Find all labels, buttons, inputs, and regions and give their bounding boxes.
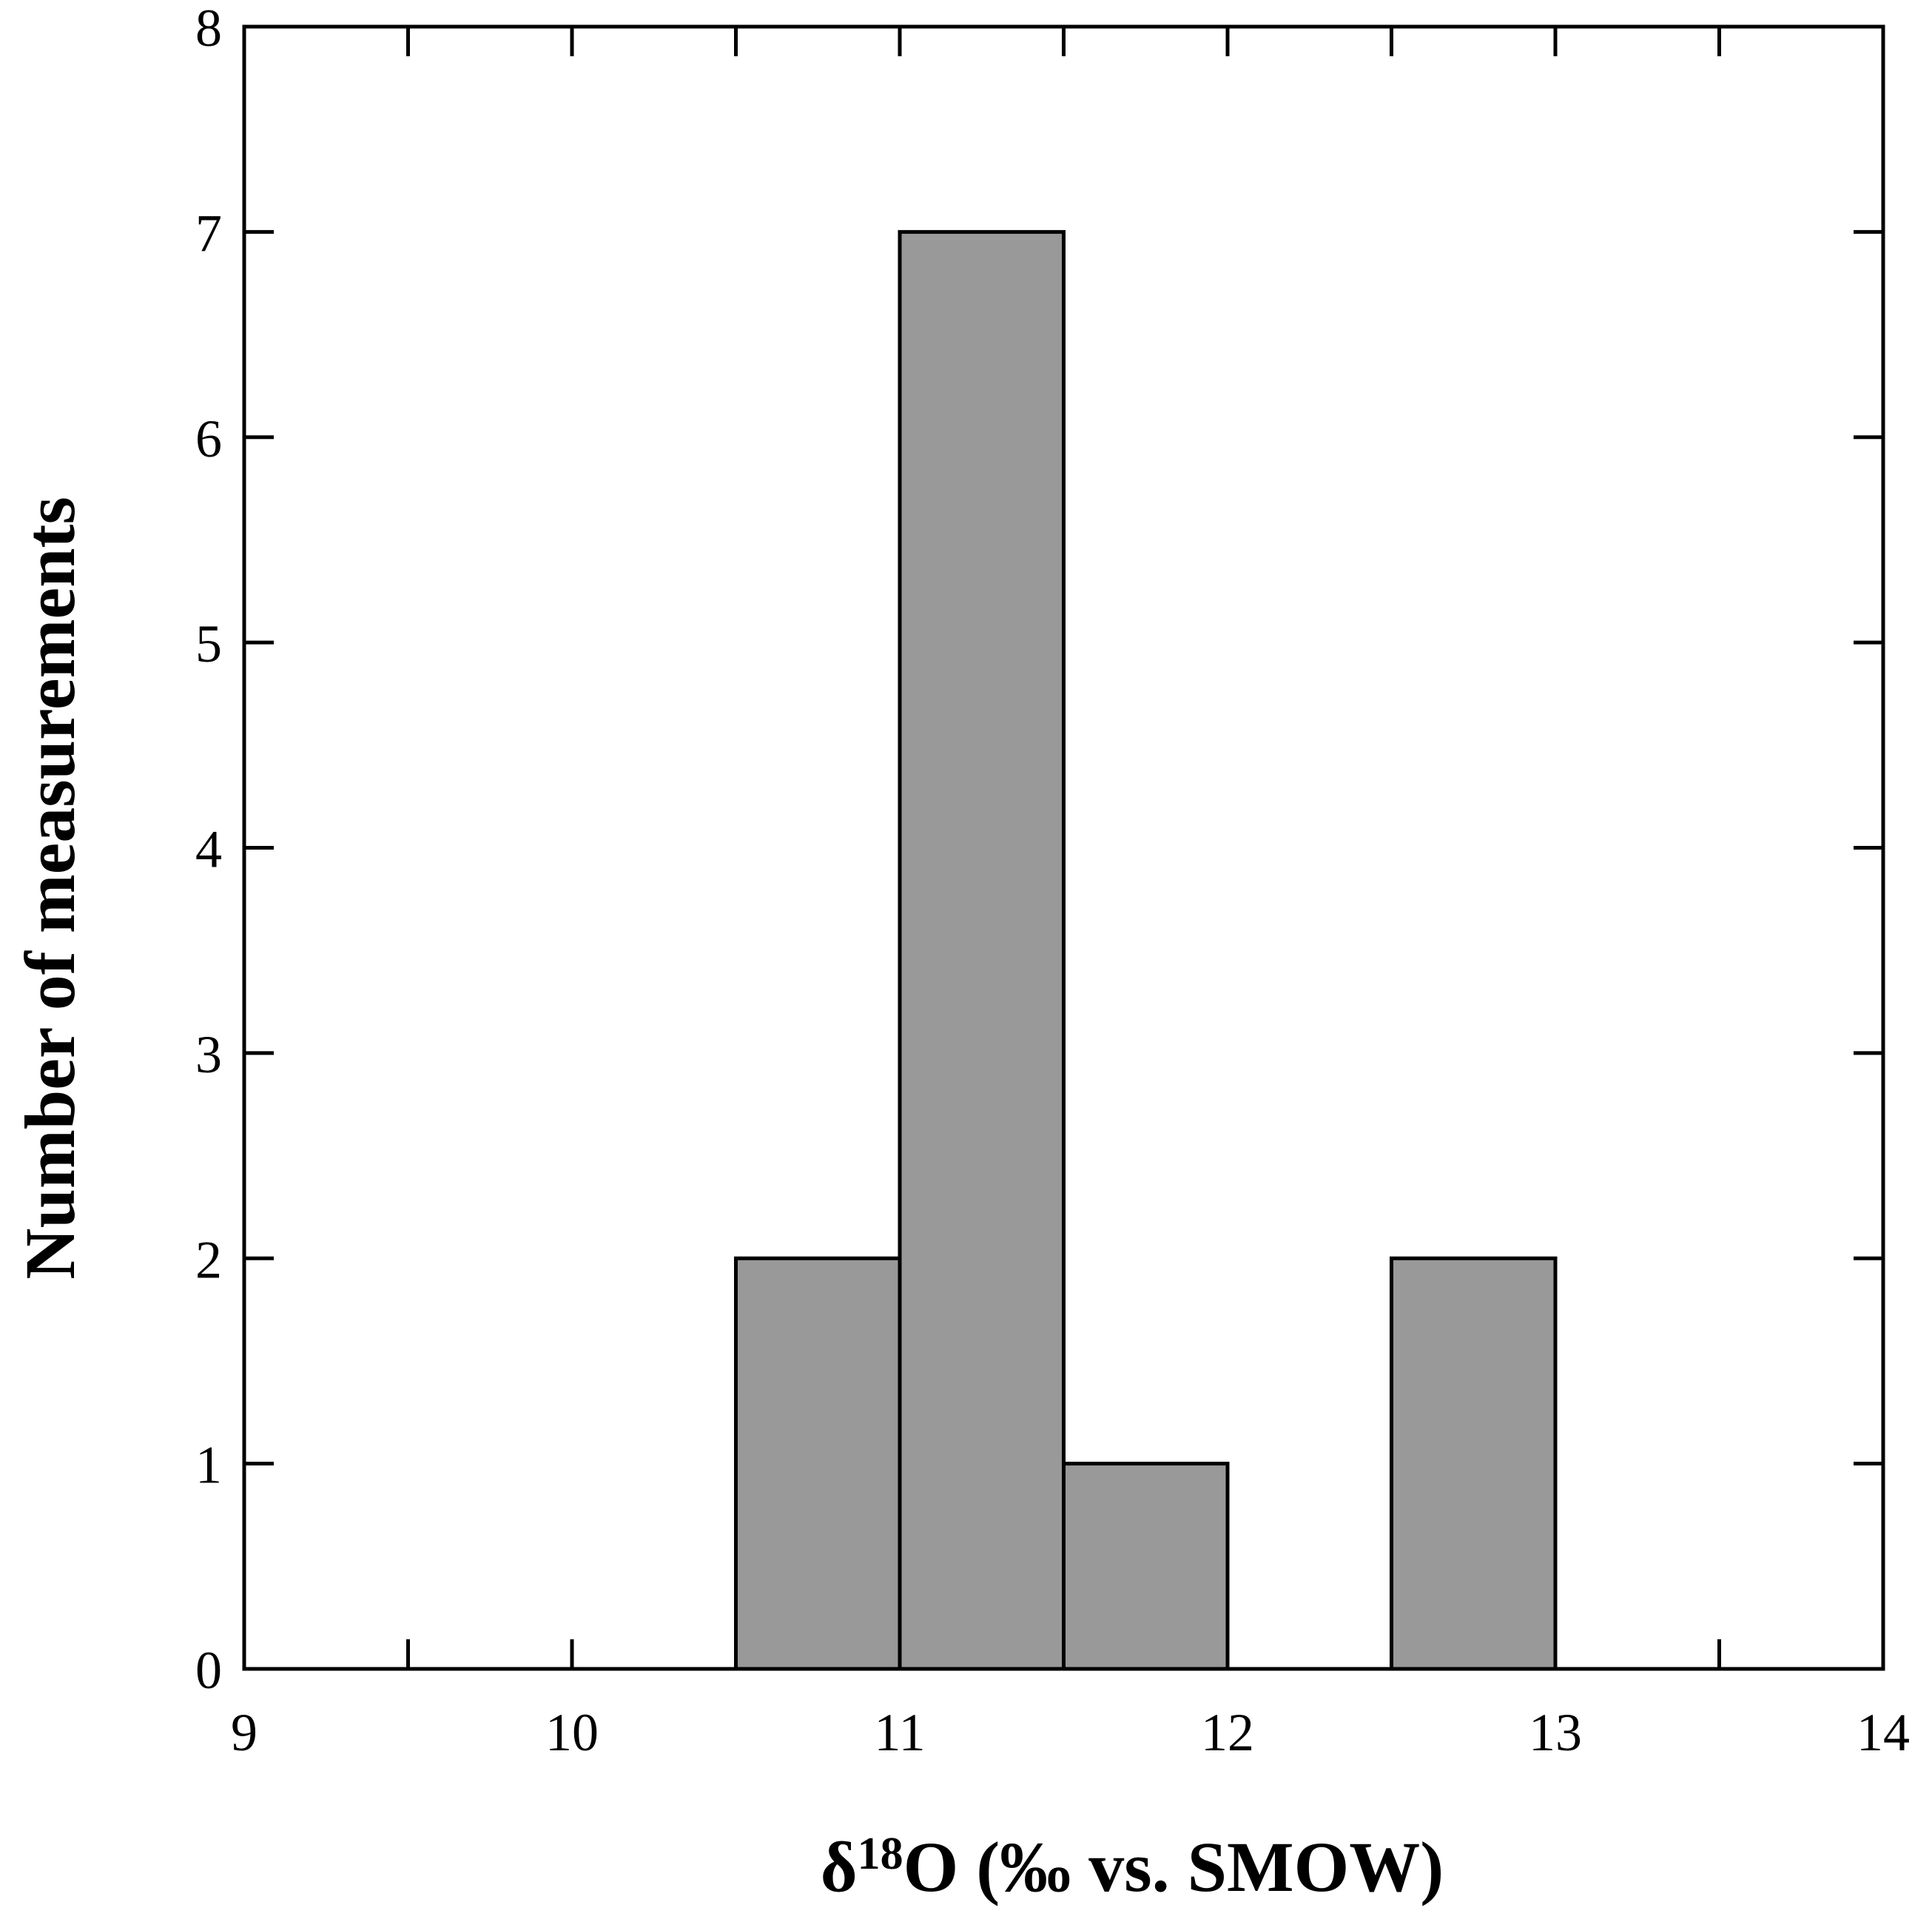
x-tick-label-0: 9 xyxy=(231,1703,258,1762)
y-tick-label-0: 0 xyxy=(195,1641,222,1700)
y-tick-label-2: 2 xyxy=(195,1230,222,1289)
y-tick-label-3: 3 xyxy=(195,1025,222,1084)
x-tick-label-3: 12 xyxy=(1201,1703,1254,1762)
histogram-bar-0 xyxy=(734,1256,902,1671)
x-axis-title-rest: O (‰ vs. SMOW) xyxy=(903,1827,1444,1906)
histogram-bar-3 xyxy=(1390,1256,1558,1671)
x-tick-label-1: 10 xyxy=(545,1703,599,1762)
y-axis-title: Number of measurements xyxy=(10,497,90,1280)
plot-frame xyxy=(242,24,1885,1671)
histogram-bar-2 xyxy=(1062,1462,1230,1671)
y-tick-label-1: 1 xyxy=(195,1436,222,1495)
x-tick-labels: 9 10 11 12 13 14 xyxy=(231,1703,1910,1762)
y-tick-label-8: 8 xyxy=(195,0,222,58)
y-tick-label-7: 7 xyxy=(195,204,222,263)
x-tick-label-2: 11 xyxy=(874,1703,925,1762)
x-axis-title-delta: δ xyxy=(821,1827,858,1906)
x-axis-title: δ18O (‰ vs. SMOW) xyxy=(821,1827,1444,1906)
bars-group xyxy=(734,229,1558,1671)
x-tick-label-4: 13 xyxy=(1529,1703,1582,1762)
y-tick-labels: 0 1 2 3 4 5 6 7 8 xyxy=(195,0,222,1700)
histogram-bar-1 xyxy=(898,229,1066,1671)
y-tick-label-6: 6 xyxy=(195,409,222,468)
y-tick-label-4: 4 xyxy=(195,820,222,879)
y-tick-label-5: 5 xyxy=(195,614,222,673)
x-axis-title-superscript: 18 xyxy=(858,1829,903,1879)
x-tick-label-5: 14 xyxy=(1857,1703,1910,1762)
